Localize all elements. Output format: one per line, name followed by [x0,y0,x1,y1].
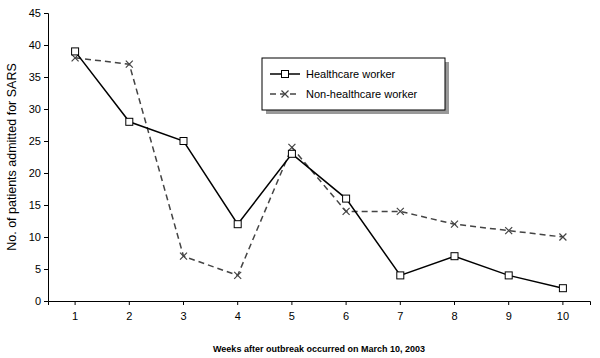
y-tick-label: 15 [29,199,41,211]
legend-label: Non-healthcare worker [306,88,418,100]
data-point [234,272,241,279]
x-axis-line [49,302,591,306]
y-tick: 5 [35,263,48,275]
y-tick-label: 25 [29,135,41,147]
x-tick: 10 [557,301,569,322]
y-tick-mark [44,173,48,174]
x-tick-mark [183,301,184,305]
data-point [505,272,512,279]
y-tick: 0 [35,295,48,307]
y-tick-mark [44,205,48,206]
x-tick: 7 [397,301,403,322]
y-tick-label: 45 [29,7,41,19]
data-point [397,208,404,215]
x-tick: 1 [72,301,78,322]
x-tick: 6 [343,301,349,322]
y-tick: 25 [29,135,48,147]
y-tick: 40 [29,39,48,51]
data-point [234,221,241,228]
x-tick-label: 6 [343,310,349,322]
x-tick-mark [75,301,76,305]
y-tick: 35 [29,71,48,83]
y-tick-label: 0 [35,295,41,307]
y-tick-label: 10 [29,231,41,243]
x-tick: 3 [180,301,186,322]
plot-area [72,48,567,292]
x-tick: 4 [235,301,241,322]
y-tick-mark [44,45,48,46]
data-point [505,227,512,234]
x-axis-title: Weeks after outbreak occurred on March 1… [213,344,425,354]
data-point [559,234,566,241]
y-tick: 30 [29,103,48,115]
data-point [559,285,566,292]
x-tick-mark [454,301,455,305]
y-tick-label: 40 [29,39,41,51]
legend-marker [282,71,289,78]
x-tick-mark [508,301,509,305]
y-tick: 10 [29,231,48,243]
x-axis: 1 2 3 4 5 6 7 8 9 10 [49,301,591,322]
x-tick-label: 8 [451,310,457,322]
x-tick-mark [237,301,238,305]
y-tick-label: 20 [29,167,41,179]
data-point [72,48,79,55]
x-tick-mark [129,301,130,305]
data-point [288,150,295,157]
legend-marker [282,91,289,98]
y-axis: 0 5 10 15 20 25 30 35 40 45 [29,7,49,307]
y-tick-mark [44,13,48,14]
y-tick-label: 30 [29,103,41,115]
y-axis-title: No. of patients admitted for SARS [5,63,19,251]
data-point [397,272,404,279]
x-tick-label: 7 [397,310,403,322]
data-point [126,118,133,125]
y-tick: 20 [29,167,48,179]
y-tick-label: 5 [35,263,41,275]
x-tick-label: 9 [506,310,512,322]
data-point [451,221,458,228]
y-tick-mark [44,77,48,78]
x-tick-mark [291,301,292,305]
y-tick-mark [44,269,48,270]
series-line [75,51,563,288]
data-point [180,253,187,260]
x-tick-label: 10 [557,310,569,322]
chart: 05101520253035404512345678910Weeks after… [0,0,600,358]
y-axis-line [44,14,49,302]
legend: Healthcare worker Non-healthcare worker [262,58,449,114]
data-point [343,195,350,202]
y-tick: 15 [29,199,48,211]
y-tick-mark [44,141,48,142]
x-tick-mark [346,301,347,305]
x-tick: 2 [126,301,132,322]
y-tick-label: 35 [29,71,41,83]
x-tick: 8 [451,301,457,322]
x-tick-label: 2 [126,310,132,322]
y-tick-mark [44,237,48,238]
x-tick-mark [562,301,563,305]
x-tick: 5 [289,301,295,322]
x-tick-label: 5 [289,310,295,322]
data-point [180,138,187,145]
series-line [75,58,563,276]
x-tick: 9 [506,301,512,322]
x-tick-label: 4 [235,310,241,322]
y-tick-mark [44,301,48,302]
data-point [343,208,350,215]
legend-label: Healthcare worker [306,68,396,80]
y-tick-mark [44,109,48,110]
y-tick: 45 [29,7,48,19]
x-tick-mark [400,301,401,305]
legend-box [262,58,445,110]
data-point [451,253,458,260]
data-point [126,61,133,68]
x-tick-label: 1 [72,310,78,322]
x-tick-label: 3 [180,310,186,322]
